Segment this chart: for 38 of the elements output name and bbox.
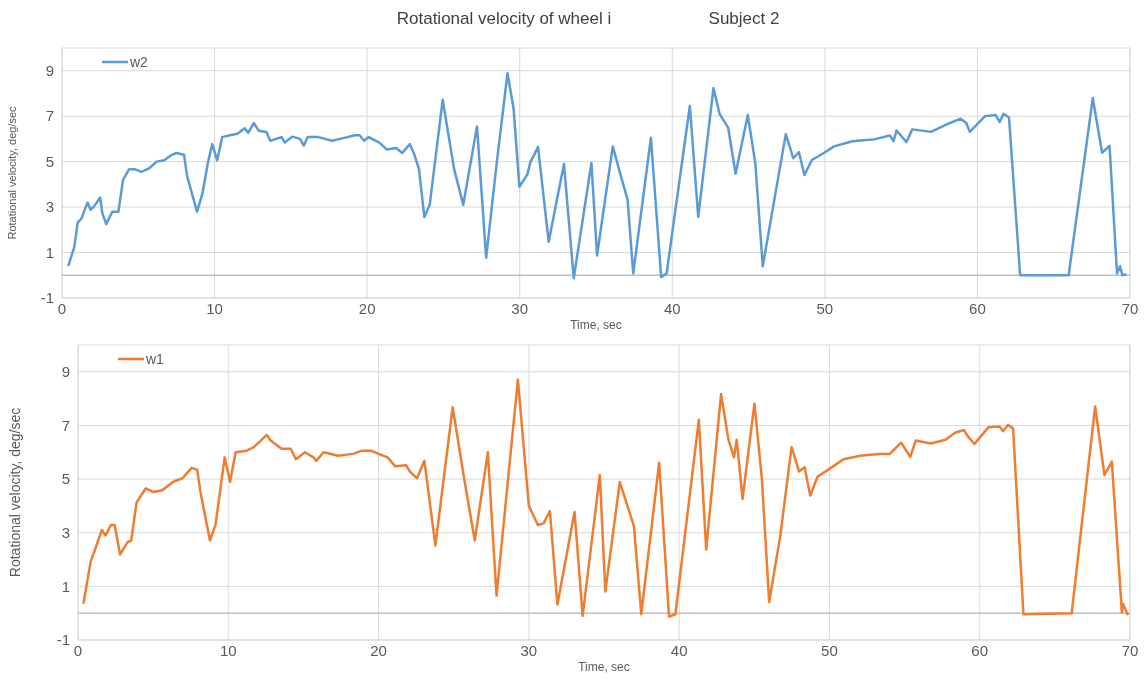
y-tick-label: 1 — [45, 243, 54, 261]
y-tick-label: 9 — [45, 61, 54, 79]
y-tick-label: -1 — [40, 289, 54, 307]
x-tick-label: 10 — [219, 642, 237, 659]
x-tick-label: 60 — [971, 642, 989, 659]
x-tick-label: 60 — [969, 300, 986, 317]
y-axis-title: Rotational velocity, deg/sec — [7, 407, 23, 578]
y-tick-label: -1 — [56, 631, 70, 649]
x-tick-label: 0 — [73, 642, 83, 659]
line-series — [82, 378, 1129, 618]
y-axis-title: Rotational velocity, deg/sec — [6, 105, 18, 240]
x-tick-label: 50 — [816, 300, 834, 317]
x-tick-label: 10 — [206, 300, 223, 317]
y-tick-label: 5 — [45, 152, 54, 170]
x-tick-label: 20 — [370, 642, 387, 659]
x-tick-label: 0 — [57, 300, 67, 317]
x-axis-title: Time, sec — [578, 660, 630, 674]
x-axis-title: Time, sec — [570, 318, 622, 332]
legend-label: w2 — [129, 53, 149, 70]
y-tick-label: 5 — [61, 470, 70, 488]
y-tick-label: 1 — [61, 577, 70, 595]
line-series — [67, 71, 1127, 280]
chart-title: Rotational velocity of wheel i — [396, 9, 612, 28]
chart-subtitle: Subject 2 — [708, 9, 780, 28]
legend-label: w1 — [145, 350, 165, 367]
x-tick-label: 20 — [358, 300, 376, 317]
x-tick-label: 30 — [520, 642, 538, 659]
y-tick-label: 9 — [61, 363, 70, 381]
x-tick-label: 40 — [663, 300, 681, 317]
x-tick-label: 70 — [1121, 642, 1139, 659]
x-tick-label: 70 — [1121, 300, 1139, 317]
y-tick-label: 3 — [61, 523, 70, 541]
y-tick-label: 3 — [45, 198, 54, 216]
y-tick-label: 7 — [45, 107, 54, 125]
x-tick-label: 40 — [670, 642, 688, 659]
y-tick-label: 7 — [61, 416, 70, 434]
x-tick-label: 30 — [511, 300, 529, 317]
x-tick-label: 50 — [821, 642, 838, 659]
